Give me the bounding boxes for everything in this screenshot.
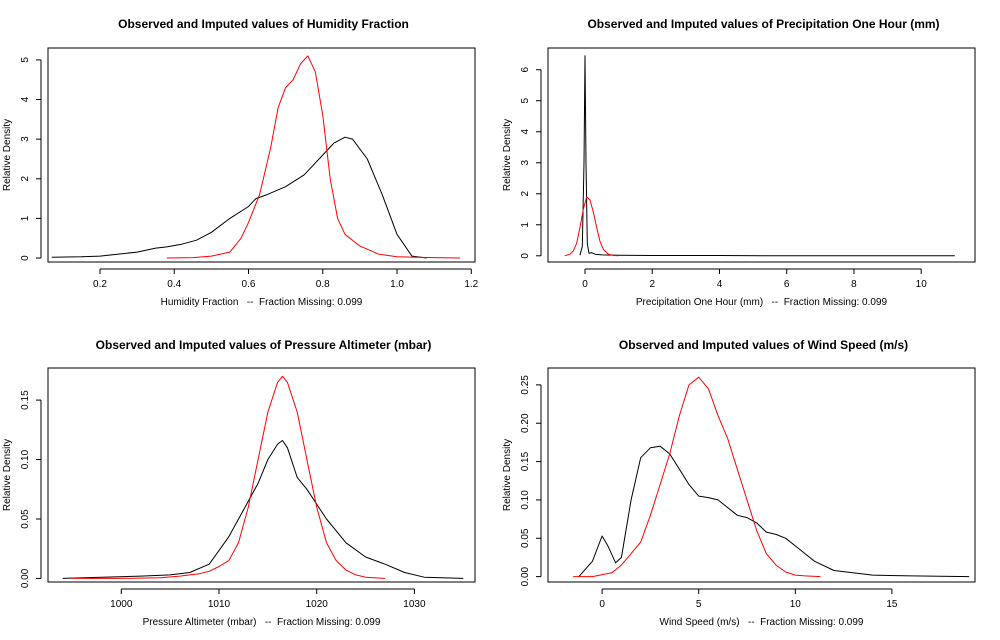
y-tick-label: 0.05 [520,528,531,548]
observed-density-line [579,55,955,257]
y-tick-label: 3 [520,160,531,166]
y-tick-label: 0.10 [20,449,31,469]
x-tick-label: 4 [717,279,723,290]
x-tick-label: 2 [649,279,655,290]
plot-frame [47,367,476,583]
x-tick-label: 0 [582,279,588,290]
y-tick-label: 1 [20,215,31,221]
x-tick-label: 15 [886,599,898,610]
x-axis-label: Pressure Altimeter (mbar) -- Fraction Mi… [143,617,381,628]
x-tick-label: 5 [696,599,702,610]
y-axis-label: Relative Density [2,119,13,191]
imputed-density-line [573,376,821,578]
y-tick-label: 0.25 [520,375,531,395]
chart-panel-2: Observed and Imputed values of Precipita… [502,17,976,308]
y-tick-label: 4 [520,129,531,135]
observed-density-line [62,440,464,579]
x-tick-label: 10 [916,279,928,290]
x-tick-label: 6 [784,279,790,290]
chart-panel-3: Observed and Imputed values of Pressure … [2,338,476,628]
x-tick-label: 1000 [110,599,133,610]
imputed-density-line [72,375,386,579]
x-tick-label: 0.2 [93,279,107,290]
y-tick-label: 0.00 [20,568,31,588]
chart-title: Observed and Imputed values of Pressure … [96,338,432,352]
imputed-density-line [564,196,619,257]
y-tick-label: 0.15 [20,390,31,410]
y-axis-label: Relative Density [2,439,13,511]
x-tick-label: 1010 [208,599,231,610]
plot-frame [547,47,976,263]
x-axis-label: Wind Speed (m/s) -- Fraction Missing: 0.… [660,617,864,628]
chart-panel-1: Observed and Imputed values of Humidity … [2,17,479,308]
x-axis-label: Humidity Fraction -- Fraction Missing: 0… [161,297,363,308]
observed-density-line [578,445,970,578]
chart-panel-4: Observed and Imputed values of Wind Spee… [502,338,976,628]
chart-title: Observed and Imputed values of Precipita… [587,17,939,31]
plot-frame [547,367,976,583]
y-tick-label: 4 [20,96,31,102]
y-tick-label: 6 [520,66,531,72]
x-tick-label: 0.8 [316,279,330,290]
y-tick-label: 1 [520,222,531,228]
x-tick-label: 1020 [306,599,329,610]
x-tick-label: 10 [790,599,802,610]
x-tick-label: 0.4 [167,279,181,290]
x-tick-label: 8 [851,279,857,290]
observed-density-line [51,136,427,259]
y-tick-label: 0.20 [520,413,531,433]
chart-title: Observed and Imputed values of Wind Spee… [619,338,908,352]
y-tick-label: 3 [20,136,31,142]
y-tick-label: 0.15 [520,451,531,471]
y-tick-label: 0 [520,253,531,259]
x-axis-label: Precipitation One Hour (mm) -- Fraction … [636,297,888,308]
x-tick-label: 0.6 [242,279,256,290]
imputed-density-line [166,55,461,259]
y-tick-label: 0.00 [520,566,531,586]
x-tick-label: 1.2 [464,279,478,290]
y-tick-label: 0.05 [20,509,31,529]
y-tick-label: 5 [20,57,31,63]
x-tick-label: 1.0 [390,279,404,290]
y-tick-label: 5 [520,98,531,104]
y-axis-label: Relative Density [502,439,513,511]
plot-frame [47,47,476,263]
y-tick-label: 2 [20,176,31,182]
x-tick-label: 0 [599,599,605,610]
y-tick-label: 0.10 [520,490,531,510]
chart-title: Observed and Imputed values of Humidity … [118,17,409,31]
y-tick-label: 0 [20,255,31,261]
y-axis-label: Relative Density [502,119,513,191]
y-tick-label: 2 [520,191,531,197]
x-tick-label: 1030 [403,599,426,610]
